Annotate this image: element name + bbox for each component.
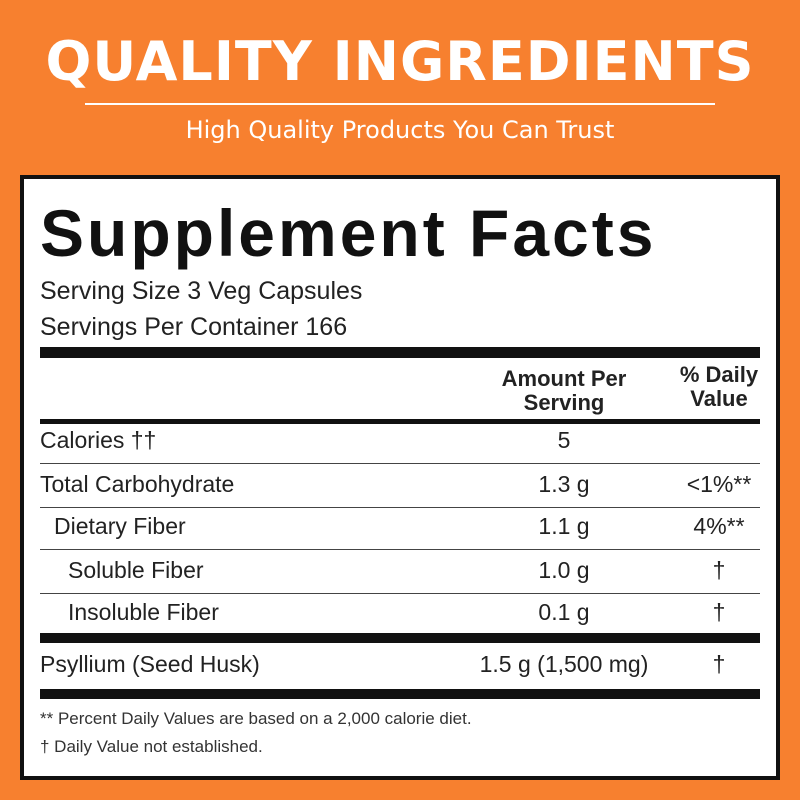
row-name: Calories †† bbox=[40, 427, 157, 453]
row-amount: 1.0 g bbox=[538, 557, 590, 583]
column-header: % Daily Value bbox=[679, 362, 759, 411]
row-amount: 5 bbox=[557, 427, 571, 453]
row-daily-value: † bbox=[712, 599, 726, 625]
row-name: Soluble Fiber bbox=[68, 557, 204, 583]
row-rule bbox=[40, 507, 760, 508]
footnote: ** Percent Daily Values are based on a 2… bbox=[40, 709, 472, 728]
row-daily-value: 4%** bbox=[693, 513, 745, 539]
row-name: Total Carbohydrate bbox=[40, 471, 235, 497]
row-rule bbox=[40, 463, 760, 464]
row-amount: 1.5 g (1,500 mg) bbox=[479, 651, 649, 677]
panel-title: Supplement Facts bbox=[40, 196, 657, 270]
rule bbox=[40, 419, 760, 424]
footnote: † Daily Value not established. bbox=[40, 737, 263, 756]
row-name: Psyllium (Seed Husk) bbox=[40, 651, 260, 677]
row-daily-value: † bbox=[712, 557, 726, 583]
thick-rule bbox=[40, 689, 760, 699]
facts-panel: Supplement Facts Serving Size 3 Veg Caps… bbox=[20, 175, 780, 780]
column-header: Amount Per Serving bbox=[501, 366, 627, 415]
banner-subtitle: High Quality Products You Can Trust bbox=[185, 116, 615, 144]
row-amount: 1.3 g bbox=[538, 471, 590, 497]
divider bbox=[85, 103, 715, 105]
thick-rule bbox=[40, 633, 760, 643]
row-daily-value: † bbox=[712, 651, 726, 677]
banner-title: QUALITY INGREDIENTS bbox=[45, 30, 755, 93]
row-name: Insoluble Fiber bbox=[68, 599, 219, 625]
row-amount: 1.1 g bbox=[538, 513, 590, 539]
row-amount: 0.1 g bbox=[538, 599, 590, 625]
servings-per-container: Servings Per Container 166 bbox=[40, 313, 348, 341]
row-rule bbox=[40, 549, 760, 550]
row-name: Dietary Fiber bbox=[54, 513, 186, 539]
thick-rule bbox=[40, 347, 760, 358]
row-daily-value: <1%** bbox=[686, 471, 752, 497]
row-rule bbox=[40, 593, 760, 594]
serving-size: Serving Size 3 Veg Capsules bbox=[40, 277, 363, 305]
